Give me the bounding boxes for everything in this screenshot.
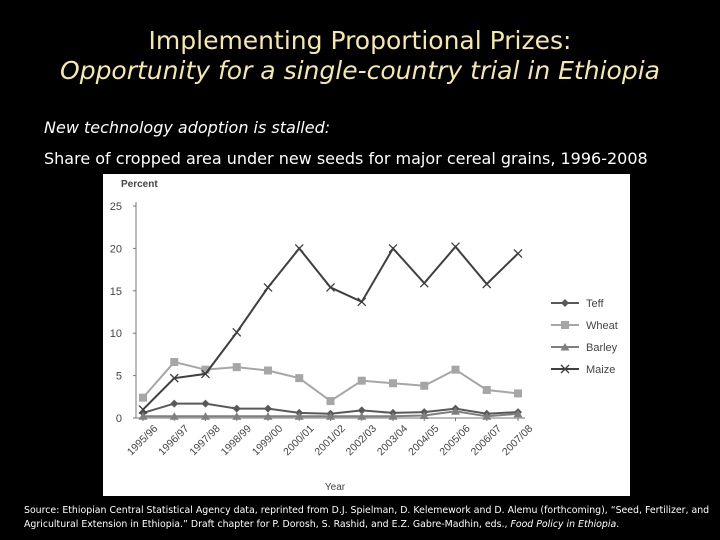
data-point — [294, 243, 304, 253]
slide-subtitle-line2: Share of cropped area under new seeds fo… — [44, 149, 648, 168]
data-point — [232, 327, 242, 337]
data-point — [326, 282, 335, 292]
data-point — [232, 412, 242, 420]
data-point — [514, 389, 522, 398]
data-point — [419, 278, 429, 288]
slide-title-line1: Implementing Proportional Prizes: — [148, 26, 572, 55]
source-text: Source: Ethiopian Central Statistical Ag… — [24, 505, 710, 530]
source-italic: Food Policy in Ethiopia — [510, 519, 617, 530]
y-axis-label: Percent — [121, 179, 158, 190]
series-wheat — [139, 358, 522, 406]
data-point — [326, 397, 335, 406]
data-point — [389, 379, 397, 388]
data-point — [357, 412, 367, 420]
y-tick-label: 10 — [110, 328, 122, 340]
legend-label: Wheat — [586, 320, 618, 332]
data-point — [451, 242, 460, 252]
data-point — [139, 393, 147, 402]
series-layer — [138, 242, 523, 420]
data-point — [482, 386, 491, 395]
data-point — [561, 299, 569, 307]
legend-item-teff: Teff — [551, 298, 604, 310]
data-point — [201, 399, 210, 408]
legend: Teff Wheat Barley Maize — [551, 298, 618, 376]
data-point — [294, 412, 304, 420]
data-point — [482, 412, 492, 420]
data-point — [560, 364, 570, 374]
source-note: Source: Ethiopian Central Statistical Ag… — [24, 504, 714, 532]
data-point — [420, 381, 429, 390]
chart-background — [103, 174, 630, 496]
data-point — [561, 321, 569, 329]
data-point — [357, 406, 366, 415]
slide-subtitle-line1: New technology adoption is stalled: — [44, 118, 331, 137]
legend-label: Maize — [586, 364, 615, 376]
y-tick-label: 0 — [116, 413, 122, 425]
data-point — [482, 279, 492, 289]
data-point — [357, 297, 367, 307]
data-point — [264, 404, 272, 413]
data-point — [138, 412, 148, 420]
y-tick-label: 25 — [110, 201, 122, 213]
data-point — [388, 243, 398, 253]
data-point — [201, 412, 210, 420]
series-maize — [138, 242, 523, 414]
data-point — [201, 369, 210, 379]
data-point — [451, 365, 460, 374]
data-point — [263, 282, 273, 292]
data-point — [388, 412, 398, 420]
slide-title-line2: Opportunity for a single-country trial i… — [60, 56, 660, 85]
data-point — [295, 374, 304, 383]
data-point — [201, 365, 210, 374]
series-barley — [138, 407, 523, 420]
y-tick-label: 20 — [110, 243, 122, 255]
data-point — [357, 376, 366, 385]
data-point — [138, 405, 148, 414]
data-point — [170, 399, 179, 408]
legend-label: Barley — [586, 342, 618, 354]
x-axis-label: Year — [325, 482, 346, 493]
data-point — [232, 363, 241, 372]
data-point — [170, 358, 179, 367]
line-chart: Percent Year 05101520251995/961996/97199… — [103, 174, 630, 496]
y-tick-label: 15 — [110, 286, 122, 298]
data-point — [232, 404, 241, 413]
legend-label: Teff — [586, 298, 604, 310]
data-point — [513, 249, 523, 258]
data-point — [560, 343, 570, 351]
legend-item-barley: Barley — [551, 342, 618, 354]
y-tick-label: 5 — [116, 371, 122, 383]
data-point — [263, 412, 273, 420]
data-point — [513, 409, 523, 418]
data-point — [419, 411, 429, 419]
data-point — [326, 412, 335, 420]
source-end: . — [616, 519, 620, 530]
data-point — [264, 366, 272, 375]
data-point — [169, 412, 179, 420]
data-point — [169, 373, 179, 383]
legend-item-wheat: Wheat — [551, 320, 618, 332]
data-point — [451, 407, 460, 415]
legend-item-maize: Maize — [551, 364, 615, 376]
